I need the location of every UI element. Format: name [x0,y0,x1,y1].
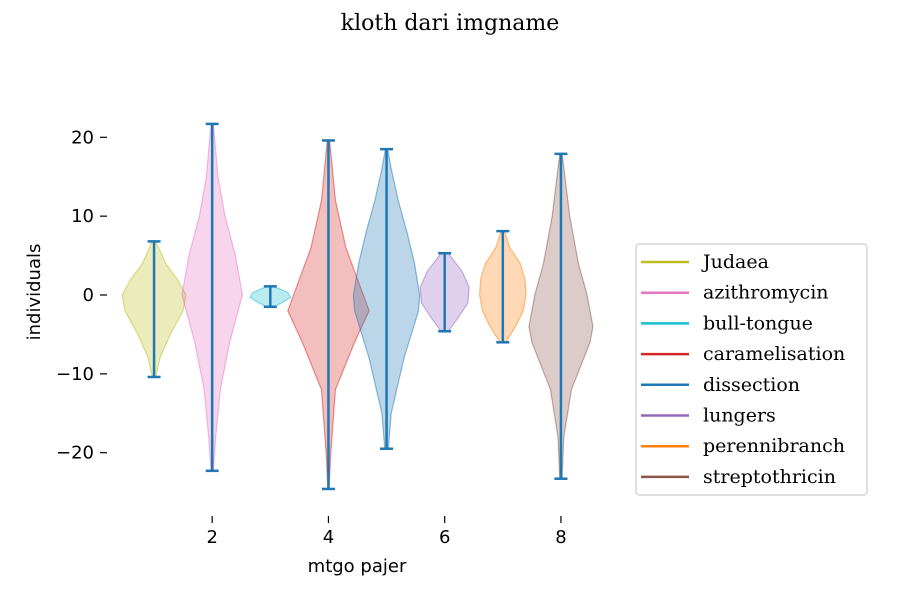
y-axis: −20 −10 0 10 20 [56,127,107,464]
legend-label-dissection: dissection [703,374,800,396]
legend-label-azithromycin: azithromycin [703,282,829,304]
errorbars-group [147,122,568,491]
x-axis: 2 4 6 8 [206,516,567,548]
y-axis-label: individuals [24,244,45,341]
y-tick-label: 10 [71,206,94,227]
legend: Judaea azithromycin bull-tongue caramelisat… [635,243,868,496]
legend-label-perennibranch: perennibranch [703,435,845,457]
legend-label-judaea: Judaea [701,251,769,273]
x-tick-label: 4 [323,527,334,548]
y-tick-label: 0 [83,285,94,306]
y-tick-label: −10 [56,364,94,385]
y-tick-label: −20 [56,443,94,464]
x-tick-label: 6 [439,527,450,548]
y-tick-label: 20 [71,127,94,148]
legend-label-bull-tongue: bull-tongue [703,312,813,334]
legend-label-caramelisation: caramelisation [703,343,845,365]
x-axis-label: mtgo pajer [308,556,407,577]
chart-title: kloth dari imgname [341,11,560,36]
x-tick-label: 2 [206,527,217,548]
legend-frame [635,243,868,496]
legend-label-lungers: lungers [703,405,776,427]
violins-group [121,123,594,490]
legend-label-streptothricin: streptothricin [703,466,836,488]
x-tick-label: 8 [555,527,566,548]
